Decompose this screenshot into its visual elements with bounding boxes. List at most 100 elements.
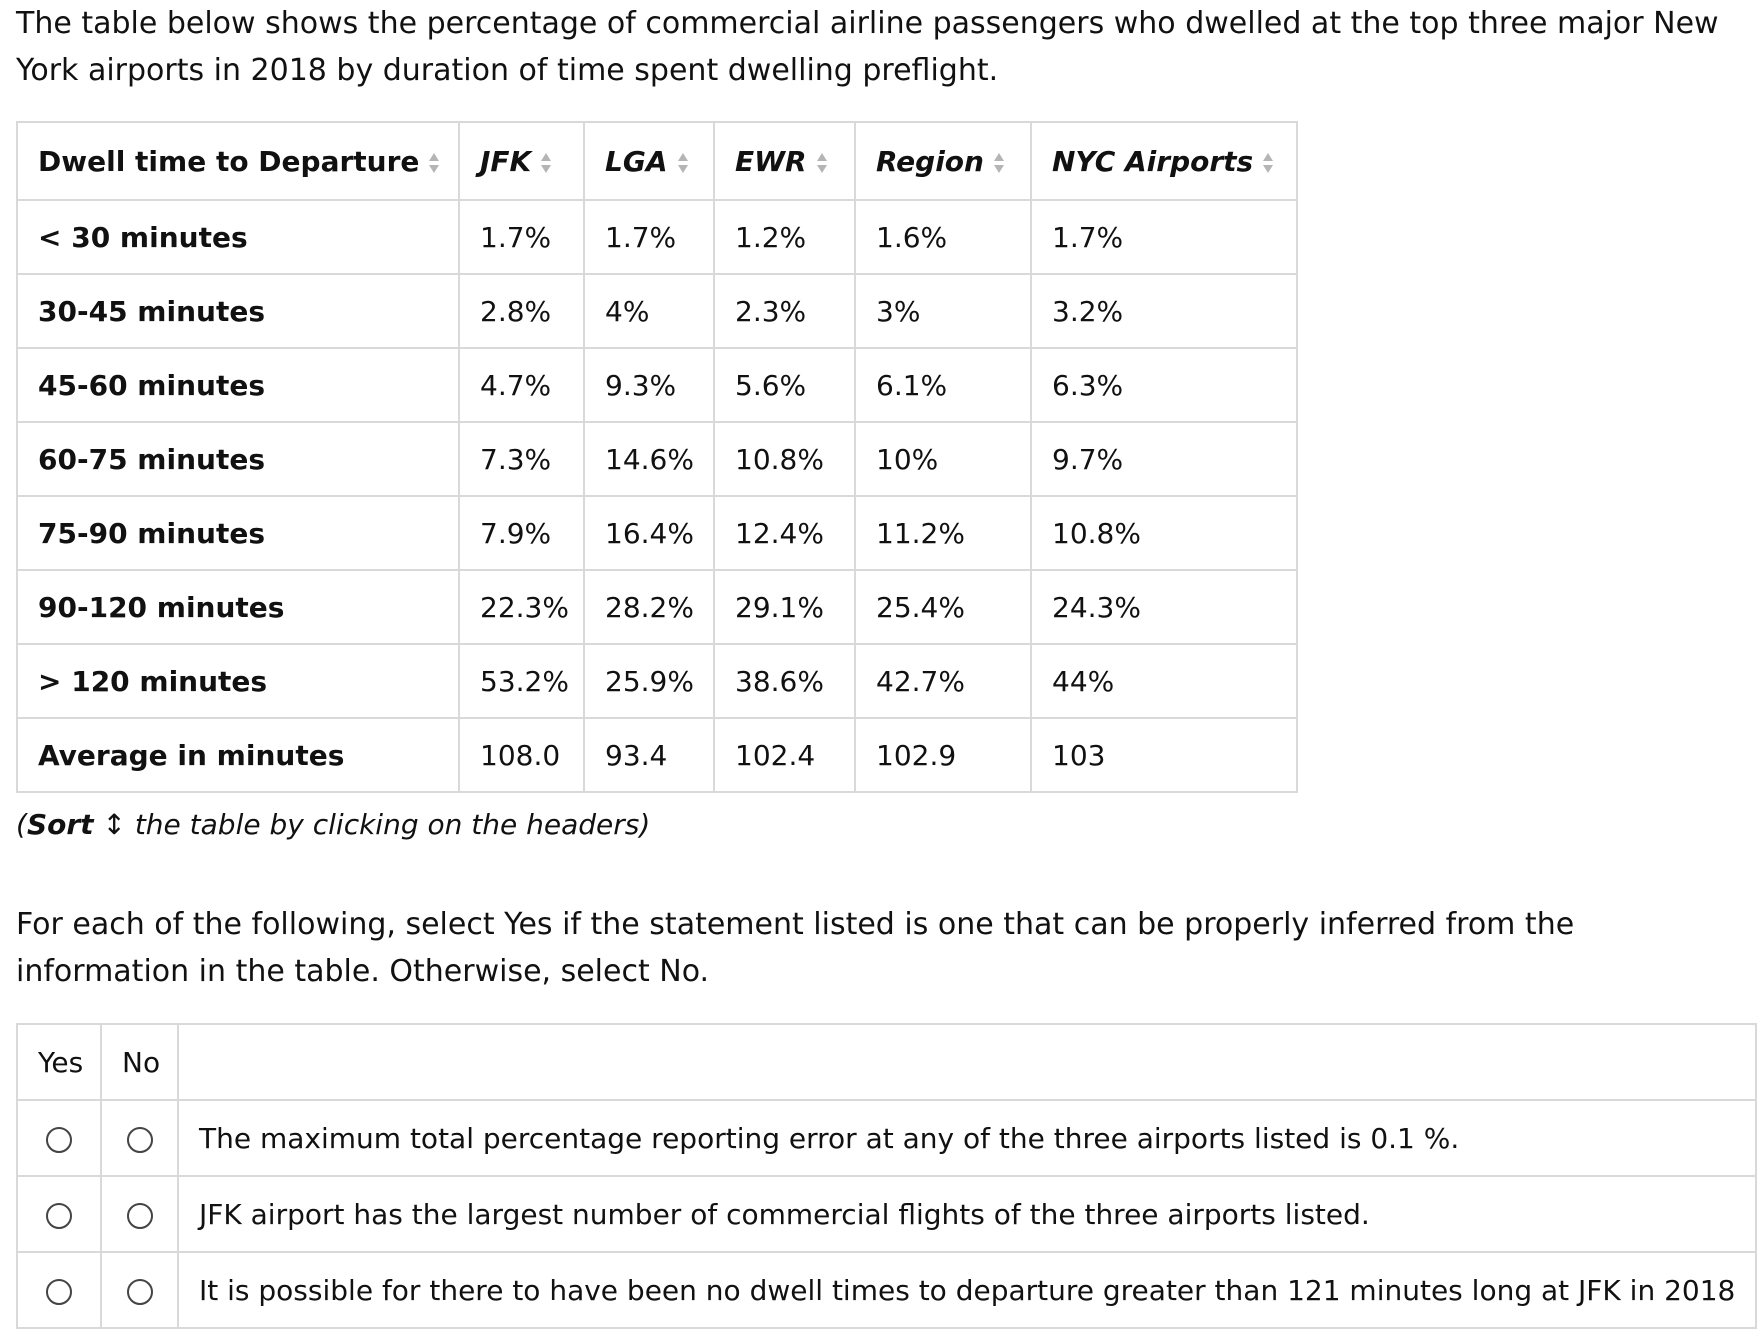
cell-lga: 93.4 xyxy=(583,717,715,793)
sort-arrows-icon: ↕ xyxy=(102,808,126,841)
cell-nyc: 103 xyxy=(1030,717,1298,793)
cell-region: 11.2% xyxy=(854,495,1032,571)
cell-region: 3% xyxy=(854,273,1032,349)
cell-lga: 4% xyxy=(583,273,715,349)
row-label: Average in minutes xyxy=(16,717,460,793)
yes-no-table: Yes No The maximum total percentage repo… xyxy=(16,1023,1758,1329)
sort-note-open: ( xyxy=(16,808,27,841)
intro-text: The table below shows the percentage of … xyxy=(16,6,1719,88)
header-ewr[interactable]: EWR xyxy=(713,121,856,201)
no-column-header: No xyxy=(100,1023,179,1101)
no-radio[interactable] xyxy=(126,1202,153,1229)
no-cell xyxy=(100,1175,179,1253)
sort-note: (Sort ↕ the table by clicking on the hea… xyxy=(16,808,650,841)
sort-icon xyxy=(677,151,688,175)
yes-cell xyxy=(16,1251,102,1329)
table-row: > 120 minutes 53.2% 25.9% 38.6% 42.7% 44… xyxy=(16,643,1298,719)
cell-ewr: 1.2% xyxy=(713,199,856,275)
question-row: JFK airport has the largest number of co… xyxy=(16,1175,1758,1253)
header-dwell-time[interactable]: Dwell time to Departure xyxy=(16,121,460,201)
cell-jfk: 22.3% xyxy=(458,569,585,645)
table-row: 90-120 minutes 22.3% 28.2% 29.1% 25.4% 2… xyxy=(16,569,1298,645)
header-region[interactable]: Region xyxy=(854,121,1032,201)
table-header-row: Dwell time to Departure JFK LGA EWR Regi… xyxy=(16,121,1298,201)
statement-column-header xyxy=(176,1023,1758,1101)
cell-region: 42.7% xyxy=(854,643,1032,719)
question-row: The maximum total percentage reporting e… xyxy=(16,1099,1758,1177)
header-nyc-airports[interactable]: NYC Airports xyxy=(1030,121,1298,201)
no-cell xyxy=(100,1099,179,1177)
header-lga[interactable]: LGA xyxy=(583,121,715,201)
no-radio[interactable] xyxy=(126,1278,153,1305)
table-row: < 30 minutes 1.7% 1.7% 1.2% 1.6% 1.7% xyxy=(16,199,1298,275)
sort-icon xyxy=(1263,151,1274,175)
cell-jfk: 108.0 xyxy=(458,717,585,793)
cell-nyc: 24.3% xyxy=(1030,569,1298,645)
yes-cell xyxy=(16,1175,102,1253)
statement-text: It is possible for there to have been no… xyxy=(176,1251,1758,1329)
sort-icon xyxy=(816,151,827,175)
cell-region: 1.6% xyxy=(854,199,1032,275)
statement-text: JFK airport has the largest number of co… xyxy=(176,1175,1758,1253)
cell-nyc: 10.8% xyxy=(1030,495,1298,571)
header-jfk[interactable]: JFK xyxy=(458,121,585,201)
cell-ewr: 12.4% xyxy=(713,495,856,571)
table-row: 60-75 minutes 7.3% 14.6% 10.8% 10% 9.7% xyxy=(16,421,1298,497)
questions-header-row: Yes No xyxy=(16,1023,1758,1101)
cell-ewr: 5.6% xyxy=(713,347,856,423)
yes-radio[interactable] xyxy=(46,1126,72,1153)
header-label: LGA xyxy=(605,144,668,178)
cell-ewr: 2.3% xyxy=(713,273,856,349)
cell-lga: 1.7% xyxy=(583,199,715,275)
row-label: 75-90 minutes xyxy=(16,495,460,571)
cell-jfk: 7.9% xyxy=(458,495,585,571)
cell-region: 25.4% xyxy=(854,569,1032,645)
no-radio[interactable] xyxy=(126,1126,153,1153)
cell-region: 102.9 xyxy=(854,717,1032,793)
row-label: > 120 minutes xyxy=(16,643,460,719)
header-label: JFK xyxy=(480,144,532,178)
row-label: 90-120 minutes xyxy=(16,569,460,645)
table-row: 45-60 minutes 4.7% 9.3% 5.6% 6.1% 6.3% xyxy=(16,347,1298,423)
yes-radio[interactable] xyxy=(46,1278,72,1305)
yes-radio[interactable] xyxy=(46,1202,72,1229)
cell-region: 10% xyxy=(854,421,1032,497)
cell-lga: 28.2% xyxy=(583,569,715,645)
cell-ewr: 10.8% xyxy=(713,421,856,497)
table-row: 30-45 minutes 2.8% 4% 2.3% 3% 3.2% xyxy=(16,273,1298,349)
row-label: 45-60 minutes xyxy=(16,347,460,423)
cell-ewr: 29.1% xyxy=(713,569,856,645)
cell-lga: 9.3% xyxy=(583,347,715,423)
sort-icon xyxy=(541,151,552,175)
header-label: Region xyxy=(876,144,984,178)
row-label: 60-75 minutes xyxy=(16,421,460,497)
header-label: NYC Airports xyxy=(1052,144,1254,178)
table-row: 75-90 minutes 7.9% 16.4% 12.4% 11.2% 10.… xyxy=(16,495,1298,571)
cell-ewr: 38.6% xyxy=(713,643,856,719)
cell-nyc: 1.7% xyxy=(1030,199,1298,275)
statement-text: The maximum total percentage reporting e… xyxy=(176,1099,1758,1177)
row-label: < 30 minutes xyxy=(16,199,460,275)
table-row-average: Average in minutes 108.0 93.4 102.4 102.… xyxy=(16,717,1298,793)
sort-note-rest: the table by clicking on the headers) xyxy=(125,808,651,841)
cell-jfk: 53.2% xyxy=(458,643,585,719)
dwell-time-table: Dwell time to Departure JFK LGA EWR Regi… xyxy=(16,121,1298,793)
cell-nyc: 3.2% xyxy=(1030,273,1298,349)
sort-icon xyxy=(429,151,440,175)
cell-jfk: 4.7% xyxy=(458,347,585,423)
cell-lga: 25.9% xyxy=(583,643,715,719)
cell-ewr: 102.4 xyxy=(713,717,856,793)
row-label: 30-45 minutes xyxy=(16,273,460,349)
sort-note-bold: Sort xyxy=(26,808,94,841)
header-label: EWR xyxy=(735,144,807,178)
cell-nyc: 6.3% xyxy=(1030,347,1298,423)
cell-lga: 14.6% xyxy=(583,421,715,497)
cell-jfk: 1.7% xyxy=(458,199,585,275)
cell-jfk: 2.8% xyxy=(458,273,585,349)
instructions-text: For each of the following, select Yes if… xyxy=(16,907,1575,989)
cell-nyc: 9.7% xyxy=(1030,421,1298,497)
sort-icon xyxy=(993,151,1004,175)
header-label: Dwell time to Departure xyxy=(38,144,420,178)
cell-region: 6.1% xyxy=(854,347,1032,423)
